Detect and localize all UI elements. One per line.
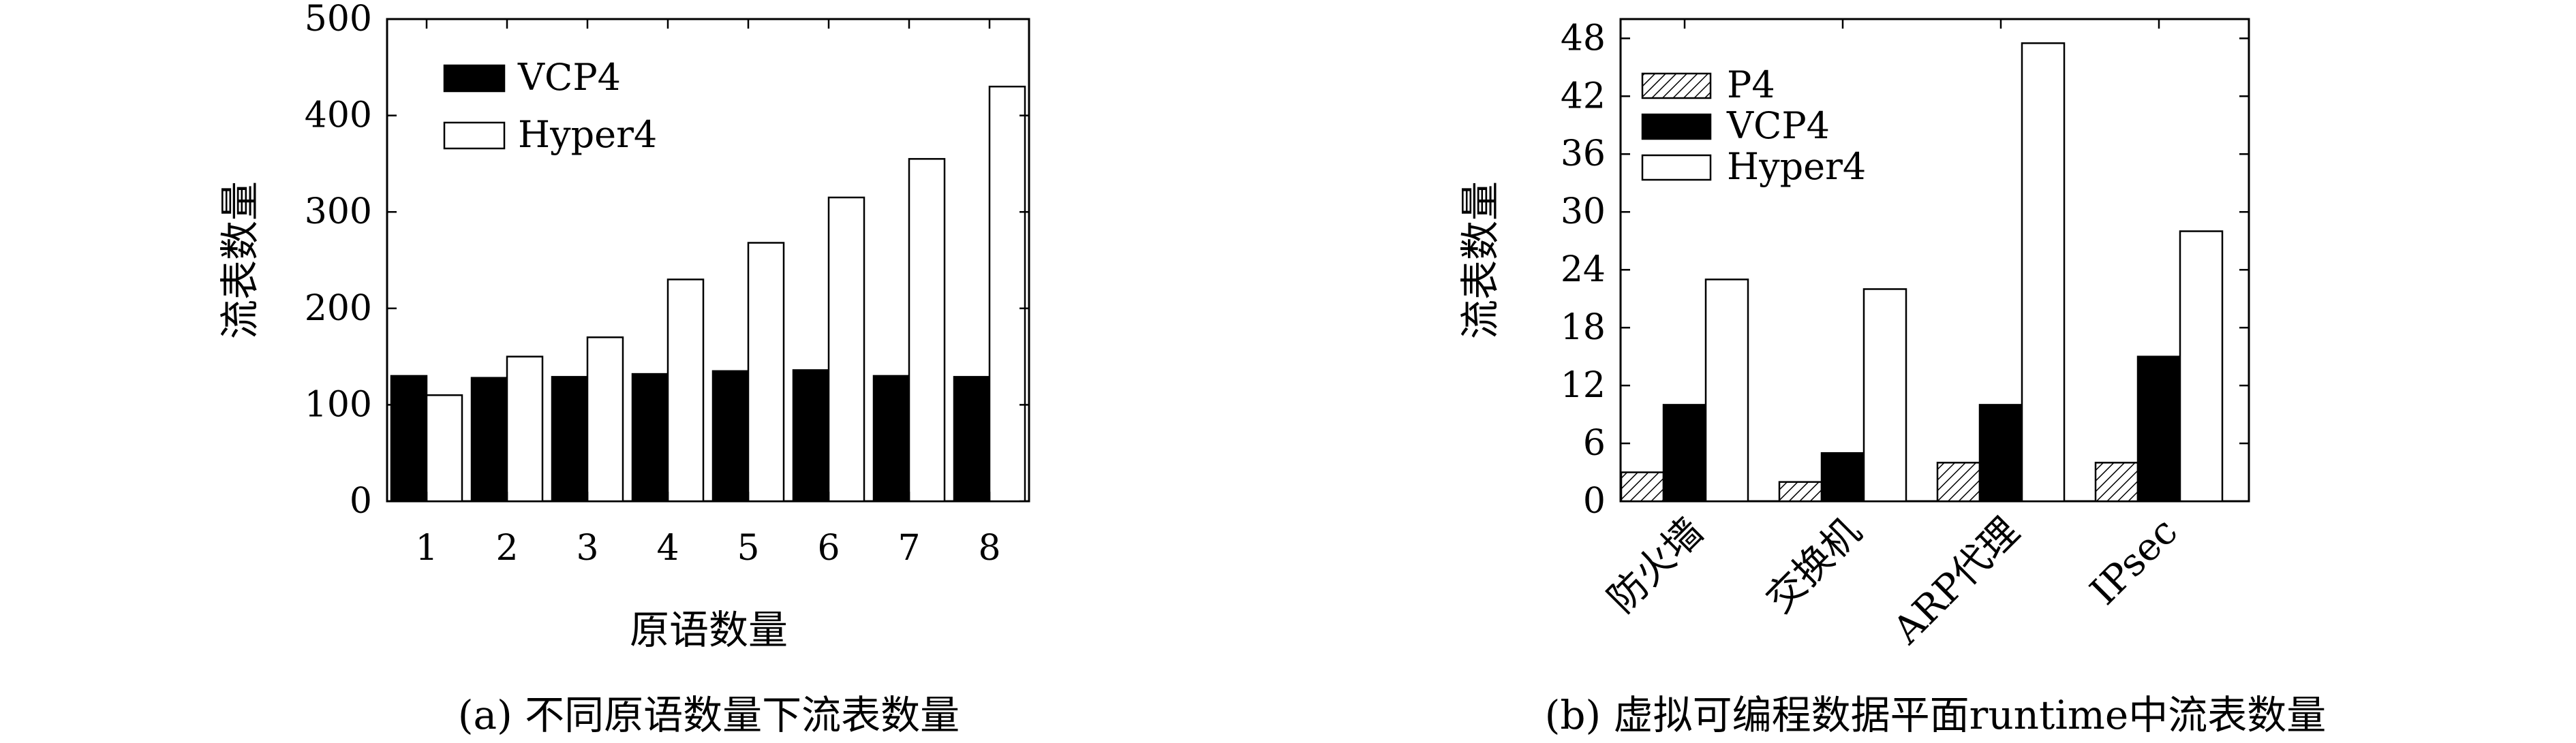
bar-hyper4-4 [666, 279, 705, 503]
y-tick-label: 200 [305, 288, 372, 329]
chart-a-frame [386, 18, 1030, 503]
bar-vcp4-7 [872, 375, 910, 503]
chart-a-ylabel: 流表数量 [217, 181, 263, 339]
bar-vcp4-8 [953, 376, 991, 503]
y-tick-label: 300 [305, 191, 372, 232]
legend-label-hyper4: Hyper4 [518, 113, 657, 156]
bar-hyper4-1 [425, 394, 463, 503]
x-tick-label: 5 [737, 528, 759, 569]
bar-vcp4-2 [470, 377, 508, 503]
y-tick-label: 42 [1561, 76, 1606, 116]
bar-vcp4-4 [631, 373, 669, 503]
legend-label-hyper4: Hyper4 [1727, 145, 1866, 188]
bar-hyper4-7 [908, 158, 946, 503]
chart-b-frame [1619, 18, 2250, 503]
chart-b-caption: (b) 虚拟可编程数据平面runtime中流表数量 [1545, 692, 2326, 738]
legend-swatch-vcp4 [443, 64, 506, 93]
legend-swatch-vcp4 [1641, 113, 1712, 140]
x-category-label: 交换机 [1758, 509, 1870, 622]
y-tick-label: 24 [1561, 249, 1606, 290]
chart-a-x-ticks: 1 2 3 4 5 6 7 8 [415, 19, 1001, 569]
y-tick-label: 30 [1561, 191, 1606, 232]
y-tick-label: 400 [305, 95, 372, 136]
bar-hyper4-2 [1862, 288, 1907, 503]
y-tick-label: 48 [1561, 18, 1606, 59]
chart-a-bars [390, 85, 1026, 503]
chart-a-caption: (a) 不同原语数量下流表数量 [458, 692, 960, 738]
bar-vcp4-4 [2136, 355, 2181, 503]
chart-b: 0 6 12 18 24 30 36 42 48 防火墙 交换机 ARP代理 IPsec 流表数量 (… [1457, 18, 2326, 738]
bar-vcp4-3 [551, 376, 589, 503]
x-tick-label: 6 [817, 528, 840, 569]
bar-p4-4 [2094, 462, 2139, 503]
y-tick-label: 18 [1561, 307, 1606, 348]
x-tick-label: 8 [978, 528, 1000, 569]
x-tick-label: 1 [415, 528, 438, 569]
bar-hyper4-3 [2021, 42, 2066, 503]
bar-p4-2 [1778, 481, 1823, 503]
x-category-label: 防火墙 [1599, 509, 1712, 622]
y-tick-label: 500 [305, 0, 372, 39]
x-category-label: IPsec [2082, 509, 2186, 614]
x-tick-label: 2 [495, 528, 518, 569]
legend-swatch-hyper4 [1641, 154, 1712, 181]
bar-p4-3 [1936, 462, 1981, 503]
y-tick-label: 0 [350, 481, 372, 522]
bar-hyper4-5 [747, 242, 785, 503]
legend-swatch-hyper4 [443, 121, 506, 150]
bar-vcp4-3 [1978, 404, 2023, 503]
bar-vcp4-5 [711, 370, 750, 503]
chart-a-y-ticks: 0 100 200 300 400 500 [305, 0, 1029, 522]
bar-hyper4-3 [586, 336, 624, 503]
x-category-label: ARP代理 [1884, 509, 2028, 653]
legend-label-vcp4: VCP4 [1726, 104, 1830, 147]
y-tick-label: 100 [305, 384, 372, 425]
bar-vcp4-6 [792, 369, 830, 503]
chart-b-bars [1620, 42, 2224, 503]
x-tick-label: 4 [656, 528, 679, 569]
bar-vcp4-1 [1662, 404, 1707, 503]
chart-a-legend: VCP4 Hyper4 [443, 56, 657, 156]
chart-a: 0 100 200 300 400 500 1 2 3 4 5 6 7 8 流表数量 原语数量 (a) … [217, 0, 1030, 738]
bar-hyper4-4 [2179, 230, 2224, 503]
bar-p4-1 [1620, 471, 1665, 503]
chart-b-legend: P4 VCP4 Hyper4 [1641, 63, 1866, 188]
y-tick-label: 0 [1583, 481, 1606, 522]
bar-hyper4-6 [827, 196, 865, 503]
bar-hyper4-1 [1704, 279, 1749, 503]
bar-hyper4-2 [506, 355, 544, 503]
x-tick-label: 7 [898, 528, 920, 569]
x-tick-label: 3 [576, 528, 598, 569]
bar-vcp4-1 [390, 375, 428, 503]
y-tick-label: 36 [1561, 133, 1606, 174]
y-tick-label: 12 [1561, 365, 1606, 406]
legend-label-vcp4: VCP4 [517, 56, 621, 99]
legend-label-p4: P4 [1727, 63, 1775, 106]
bar-hyper4-8 [988, 85, 1026, 503]
y-tick-label: 6 [1583, 423, 1606, 464]
legend-swatch-p4 [1641, 72, 1712, 99]
chart-a-xlabel: 原语数量 [630, 607, 788, 653]
chart-b-y-ticks: 0 6 12 18 24 30 36 42 48 [1561, 18, 2249, 522]
chart-b-ylabel: 流表数量 [1457, 181, 1503, 339]
